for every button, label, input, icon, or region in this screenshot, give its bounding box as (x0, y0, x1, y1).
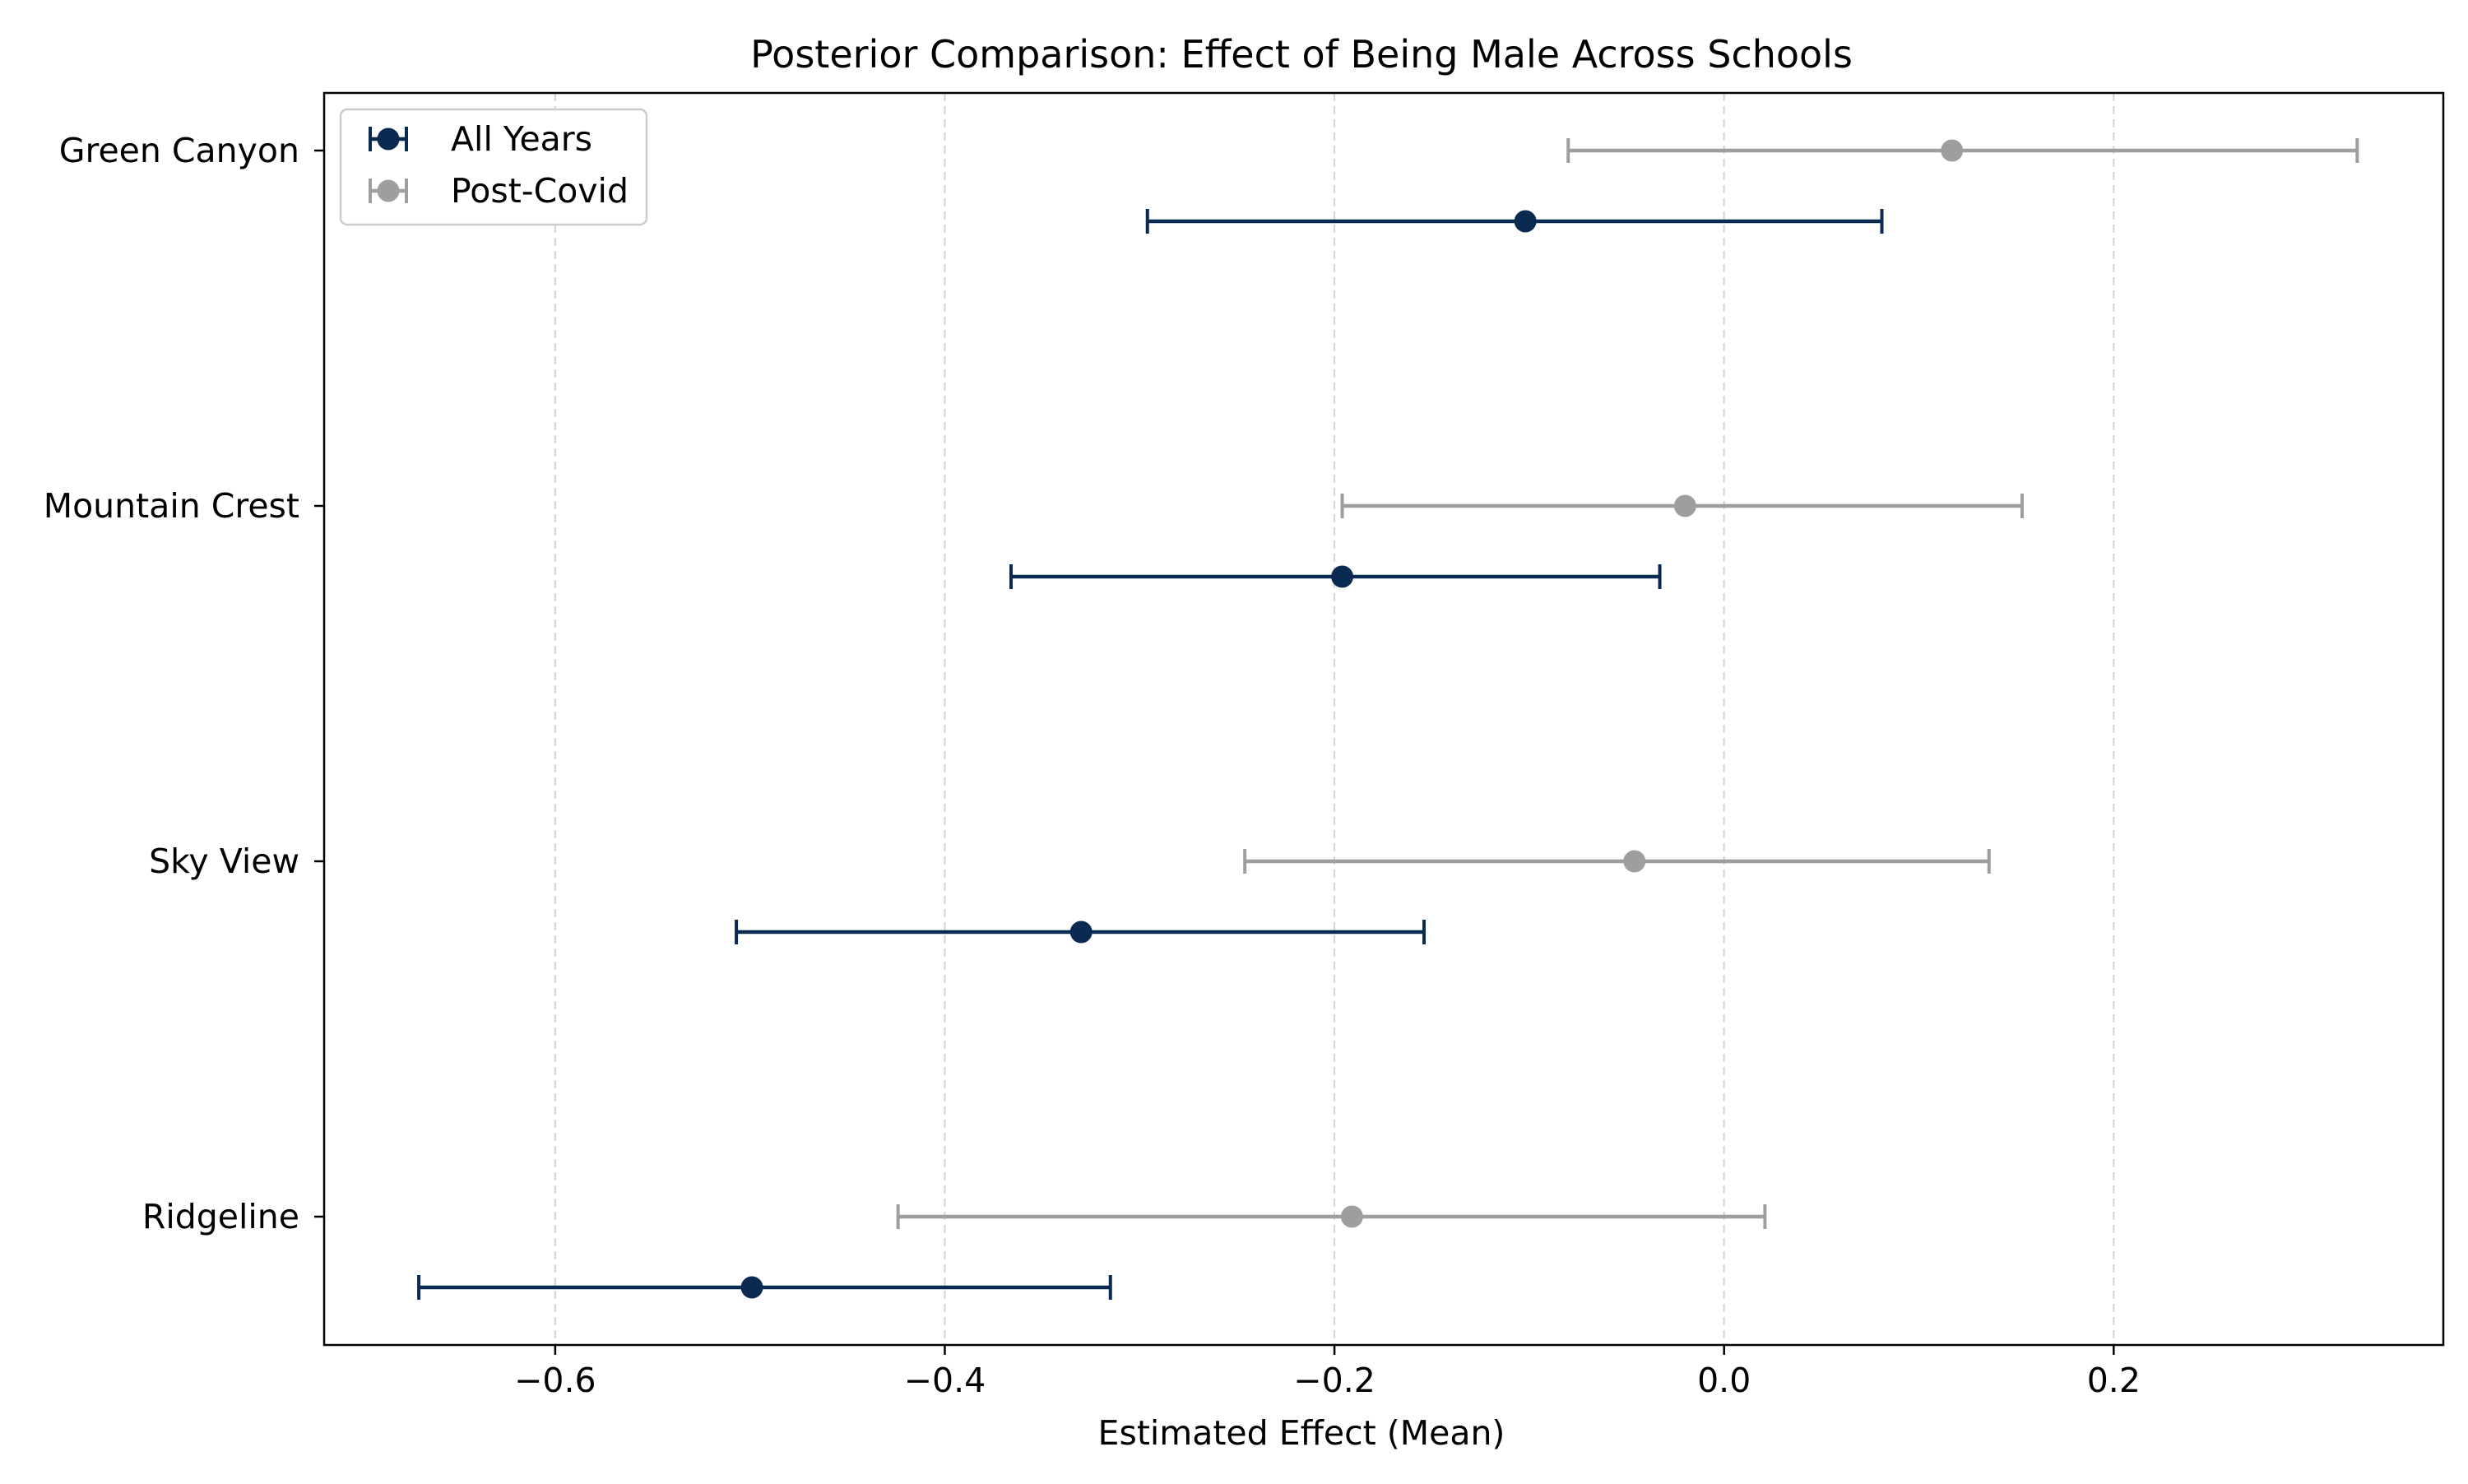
legend-item: Post-Covid (369, 171, 629, 211)
chart-title: Posterior Comparison: Effect of Being Ma… (750, 32, 1853, 77)
y-tick-label: Mountain Crest (44, 486, 299, 526)
y-tick-label: Ridgeline (142, 1197, 299, 1236)
grid-layer (554, 93, 2115, 1345)
mean-point (740, 1276, 763, 1299)
legend-marker (377, 179, 400, 202)
series-all-years (417, 209, 1884, 1300)
axis-layer: −0.6 −0.4 −0.2 0.0 0.2 Green Canyon Mountain C… (44, 131, 2141, 1400)
x-tick-label: 0.0 (1697, 1361, 1751, 1400)
mean-point (1673, 494, 1696, 517)
legend-marker (377, 128, 400, 151)
mean-point (1340, 1205, 1363, 1228)
legend-item: All Years (369, 119, 592, 159)
mean-point (1331, 565, 1354, 588)
y-tick-label: Green Canyon (59, 131, 299, 170)
legend: All Years Post-Covid (339, 108, 648, 226)
x-tick-label: 0.2 (2087, 1361, 2141, 1400)
y-tick-label: Sky View (149, 842, 299, 881)
legend-label: Post-Covid (451, 171, 629, 211)
mean-point (1623, 850, 1646, 873)
x-axis-label: Estimated Effect (Mean) (1098, 1413, 1505, 1453)
x-tick-label: −0.6 (514, 1361, 596, 1400)
series-layer (417, 138, 2359, 1300)
x-tick-label: −0.4 (904, 1361, 986, 1400)
plot-frame (322, 91, 2445, 1347)
mean-point (1941, 139, 1964, 162)
legend-label: All Years (451, 119, 592, 159)
mean-point (1514, 210, 1537, 233)
legend-box (339, 108, 648, 226)
x-tick-label: −0.2 (1293, 1361, 1375, 1400)
mean-point (1069, 921, 1093, 944)
series-post-covid (896, 138, 2359, 1229)
